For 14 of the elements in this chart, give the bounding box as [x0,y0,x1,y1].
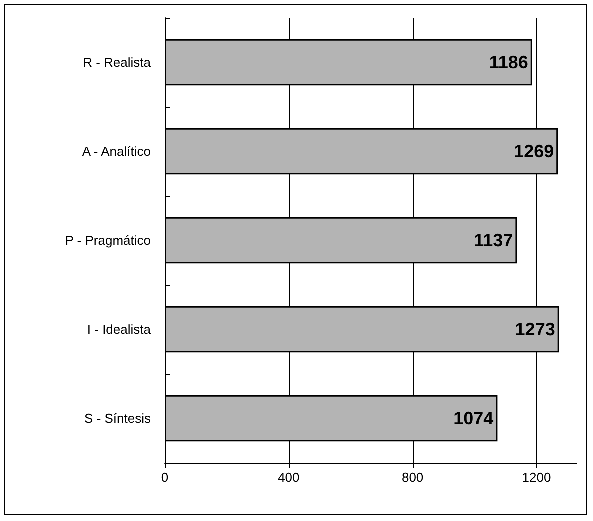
data-label: 1273 [515,320,556,340]
x-tick-label: 0 [161,470,169,485]
data-label: 1137 [474,230,514,250]
data-label: 1186 [489,52,528,72]
data-label: 1269 [514,142,554,162]
x-tick-label: 800 [402,470,424,485]
data-label: 1074 [454,408,494,428]
y-tick-label: P - Pragmático [65,233,151,248]
y-tick-label: I - Idealista [87,322,152,337]
y-tick-label: A - Analítico [82,144,151,159]
y-tick-label: R - Realista [83,55,152,70]
y-tick-label: S - Síntesis [84,411,152,426]
x-tick-label: 400 [278,470,300,485]
x-tick-label: 1200 [522,470,552,485]
